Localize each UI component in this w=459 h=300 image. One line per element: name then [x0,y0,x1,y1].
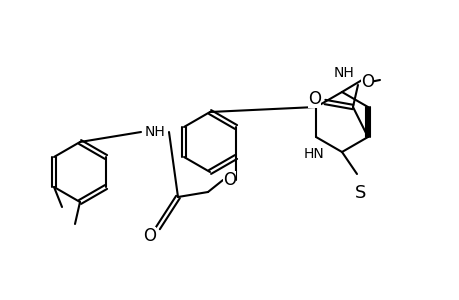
Text: HN: HN [303,147,324,161]
Text: O: O [223,171,236,189]
Text: O: O [143,227,156,245]
Text: O: O [308,90,321,108]
Text: NH: NH [144,125,165,139]
Text: O: O [360,73,373,91]
Text: NH: NH [333,66,353,80]
Text: S: S [354,184,366,202]
